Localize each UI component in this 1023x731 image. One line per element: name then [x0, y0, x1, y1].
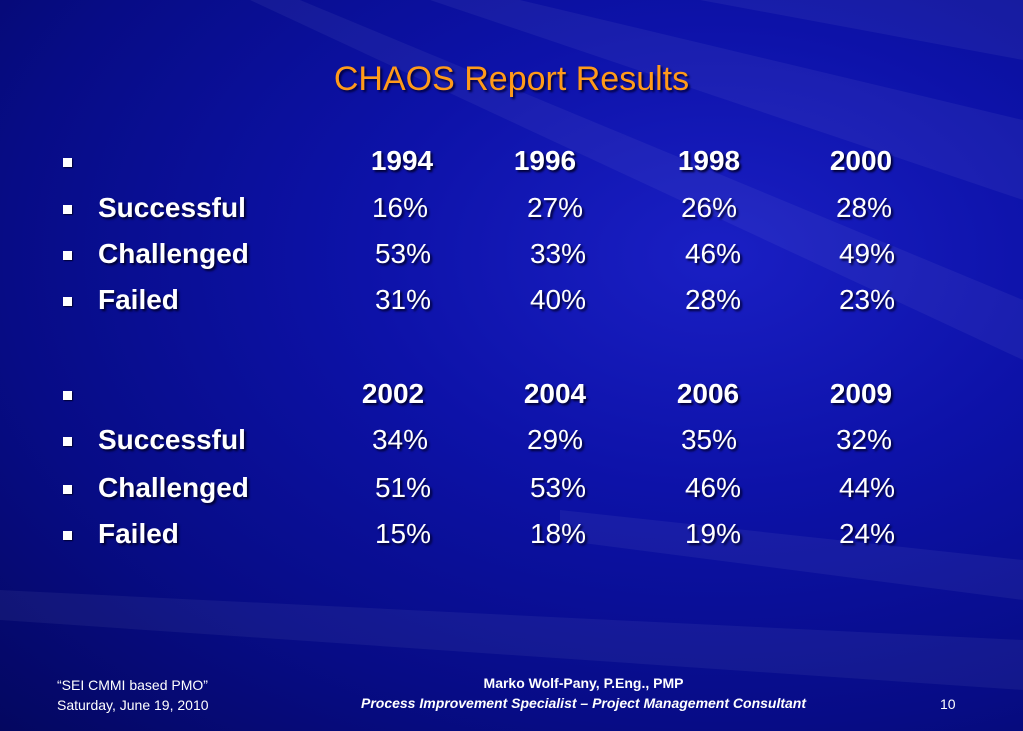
- bullet-icon: [63, 158, 72, 167]
- row-label: Successful: [98, 192, 246, 223]
- value-cell: 46%: [684, 472, 742, 503]
- bullet-icon: [63, 391, 72, 400]
- value-cell: 51%: [374, 472, 432, 503]
- value-cell: 53%: [529, 472, 587, 503]
- bullet-icon: [63, 531, 72, 540]
- bullet-icon: [63, 297, 72, 306]
- year-header: 2004: [523, 378, 587, 409]
- footer-author: Marko Wolf-Pany, P.Eng., PMP: [483, 675, 684, 691]
- value-cell: 19%: [684, 518, 742, 549]
- row-label: Successful: [98, 424, 246, 455]
- value-cell: 23%: [838, 284, 896, 315]
- bullet-icon: [63, 205, 72, 214]
- table2-row-challenged: Challenged 51% 53% 46% 44%: [0, 472, 1023, 512]
- year-header: 2009: [829, 378, 893, 409]
- bullet-icon: [63, 437, 72, 446]
- bullet-icon: [63, 251, 72, 260]
- table2-header-row: 2002 2004 2006 2009: [0, 378, 1023, 418]
- value-cell: 34%: [371, 424, 429, 455]
- year-header: 1996: [513, 145, 577, 176]
- year-header: 1994: [370, 145, 434, 176]
- table2-row-failed: Failed 15% 18% 19% 24%: [0, 518, 1023, 558]
- value-cell: 18%: [529, 518, 587, 549]
- slide-title: CHAOS Report Results: [333, 60, 690, 98]
- value-cell: 24%: [838, 518, 896, 549]
- footer-presentation-title: “SEI CMMI based PMO”: [57, 677, 208, 693]
- year-header: 1998: [677, 145, 741, 176]
- year-header: 2002: [361, 378, 425, 409]
- value-cell: 15%: [374, 518, 432, 549]
- row-label: Challenged: [98, 238, 249, 269]
- value-cell: 16%: [371, 192, 429, 223]
- footer-date: Saturday, June 19, 2010: [57, 697, 209, 713]
- value-cell: 27%: [526, 192, 584, 223]
- table1-row-successful: Successful 16% 27% 26% 28%: [0, 192, 1023, 232]
- table1-row-failed: Failed 31% 40% 28% 23%: [0, 284, 1023, 324]
- value-cell: 29%: [526, 424, 584, 455]
- value-cell: 33%: [529, 238, 587, 269]
- table1-header-row: 1994 1996 1998 2000: [0, 145, 1023, 185]
- row-label: Failed: [98, 284, 179, 315]
- year-header: 2006: [676, 378, 740, 409]
- year-header: 2000: [829, 145, 893, 176]
- bullet-icon: [63, 485, 72, 494]
- value-cell: 28%: [835, 192, 893, 223]
- value-cell: 40%: [529, 284, 587, 315]
- row-label: Failed: [98, 518, 179, 549]
- value-cell: 49%: [838, 238, 896, 269]
- page-number: 10: [940, 696, 956, 712]
- value-cell: 32%: [835, 424, 893, 455]
- value-cell: 53%: [374, 238, 432, 269]
- value-cell: 35%: [680, 424, 738, 455]
- value-cell: 26%: [680, 192, 738, 223]
- row-label: Challenged: [98, 472, 249, 503]
- table1-row-challenged: Challenged 53% 33% 46% 49%: [0, 238, 1023, 278]
- value-cell: 46%: [684, 238, 742, 269]
- value-cell: 28%: [684, 284, 742, 315]
- value-cell: 44%: [838, 472, 896, 503]
- footer-role: Process Improvement Specialist – Project…: [360, 695, 807, 711]
- table2-row-successful: Successful 34% 29% 35% 32%: [0, 424, 1023, 464]
- value-cell: 31%: [374, 284, 432, 315]
